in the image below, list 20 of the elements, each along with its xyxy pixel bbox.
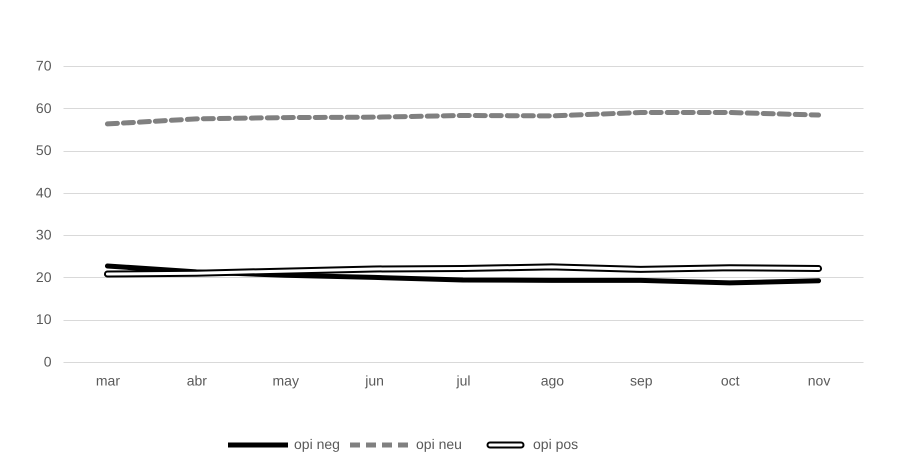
x-tick-label: oct [720, 372, 740, 388]
x-tick-label: ago [540, 372, 564, 388]
legend-label: opi neu [416, 436, 462, 452]
y-tick-label: 40 [36, 184, 52, 200]
x-tick-label: sep [630, 372, 653, 388]
x-tick-label: may [272, 372, 299, 388]
y-tick-label: 30 [36, 226, 52, 243]
legend-label: opi pos [533, 436, 578, 452]
y-tick-label: 0 [44, 354, 52, 370]
x-tick-label: mar [96, 372, 120, 388]
y-tick-label: 50 [36, 142, 52, 158]
x-tick-label: jul [455, 372, 471, 388]
legend-label: opi neg [294, 436, 340, 452]
y-tick-label: 60 [36, 100, 52, 116]
x-tick-label: jun [364, 372, 384, 388]
x-tick-label: nov [808, 372, 830, 388]
y-tick-label: 20 [36, 268, 52, 285]
y-tick-label: 70 [36, 58, 52, 74]
x-tick-label: abr [186, 372, 208, 388]
y-tick-label: 10 [36, 311, 52, 328]
